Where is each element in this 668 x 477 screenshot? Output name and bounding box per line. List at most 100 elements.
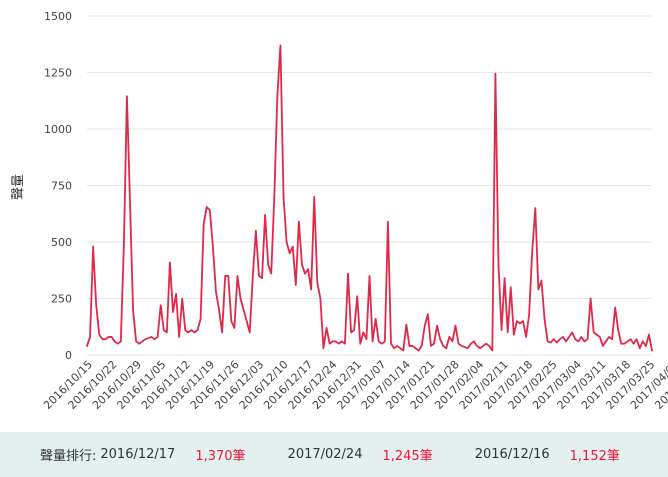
data-point [209,209,211,211]
data-point [418,349,420,352]
data-point [387,221,389,223]
data-point [98,334,100,336]
data-point [347,273,349,275]
data-point [378,340,380,343]
data-point [648,334,650,336]
data-point [519,322,521,324]
data-point [396,345,398,347]
data-point [596,334,598,336]
data-point [310,288,312,291]
data-point [316,282,318,284]
y-axis-ticks: 0 250 500 750 1000 1250 1500 [44,10,72,362]
data-point [313,196,315,198]
ranking-count-1: 1,370筆 [195,449,246,464]
data-point [322,347,325,349]
data-point [553,338,555,340]
data-point [338,343,340,345]
data-point [602,345,604,347]
data-point [138,343,140,345]
data-point [239,297,242,300]
data-point [599,336,601,338]
data-point [589,297,592,300]
data-point [215,291,217,293]
data-point [160,304,162,306]
data-point [500,329,503,331]
data-point [295,284,297,286]
data-point [390,343,392,345]
data-point [375,318,377,320]
data-point [611,338,613,340]
data-point [430,345,432,347]
data-point [249,331,251,333]
data-point [279,44,282,46]
data-point [614,306,616,309]
data-point [371,340,374,343]
data-point [362,331,364,333]
data-point [534,207,536,209]
data-point [221,331,223,333]
data-point [227,275,229,277]
data-point [224,275,226,277]
data-point [255,230,257,232]
data-point [593,331,595,333]
data-point [123,245,125,248]
data-point [639,347,641,349]
data-point [405,323,407,326]
data-point [393,347,395,349]
x-axis-ticks: 2016/10/152016/10/222016/10/292016/11/05… [41,358,668,412]
data-point [107,336,110,338]
data-point [473,340,475,343]
data-point [491,349,493,352]
data-point [464,346,466,348]
chart-svg: 0 250 500 750 1000 1250 1500 2016/10/152016/10… [10,10,668,412]
data-point [353,329,355,331]
data-point [206,206,208,208]
data-point [651,349,653,352]
data-point [556,341,558,344]
data-point [212,245,214,248]
data-point [132,309,134,311]
data-point [273,196,275,198]
data-point [233,327,235,329]
data-point [479,347,481,349]
data-point [95,304,97,306]
data-point [497,264,500,266]
data-point [86,345,88,347]
data-point [258,275,260,277]
data-point [368,275,371,277]
data-point [439,338,441,340]
data-point [196,329,199,331]
data-point [433,343,435,345]
data-point [457,343,460,345]
data-point [436,325,438,327]
data-point [267,264,269,266]
data-point [150,336,153,338]
ranking-date-2: 2017/02/24 [287,447,363,462]
data-point [328,343,331,345]
data-point [285,241,288,243]
data-point [571,331,573,333]
data-point [632,343,635,345]
data-point [629,338,632,340]
data-point [504,277,506,279]
data-point [559,338,561,340]
y-tick-label: 1500 [44,10,72,23]
data-point [270,273,272,275]
data-point [445,347,447,349]
data-point [304,273,306,275]
data-point [230,320,232,322]
data-point [442,345,444,347]
ranking-label: 聲量排行: [40,449,97,464]
data-point [325,327,328,329]
y-axis-label: 聲量 [10,174,26,200]
data-point [408,345,411,347]
data-point [344,343,346,345]
data-point [543,318,546,320]
data-point [513,334,515,336]
data-point [356,295,358,297]
gridlines [87,15,652,356]
data-point [110,336,113,338]
data-point [467,347,469,349]
volume-line-chart: 0 250 500 750 1000 1250 1500 2016/10/15 2016/10… [10,10,668,412]
data-point [181,297,183,300]
